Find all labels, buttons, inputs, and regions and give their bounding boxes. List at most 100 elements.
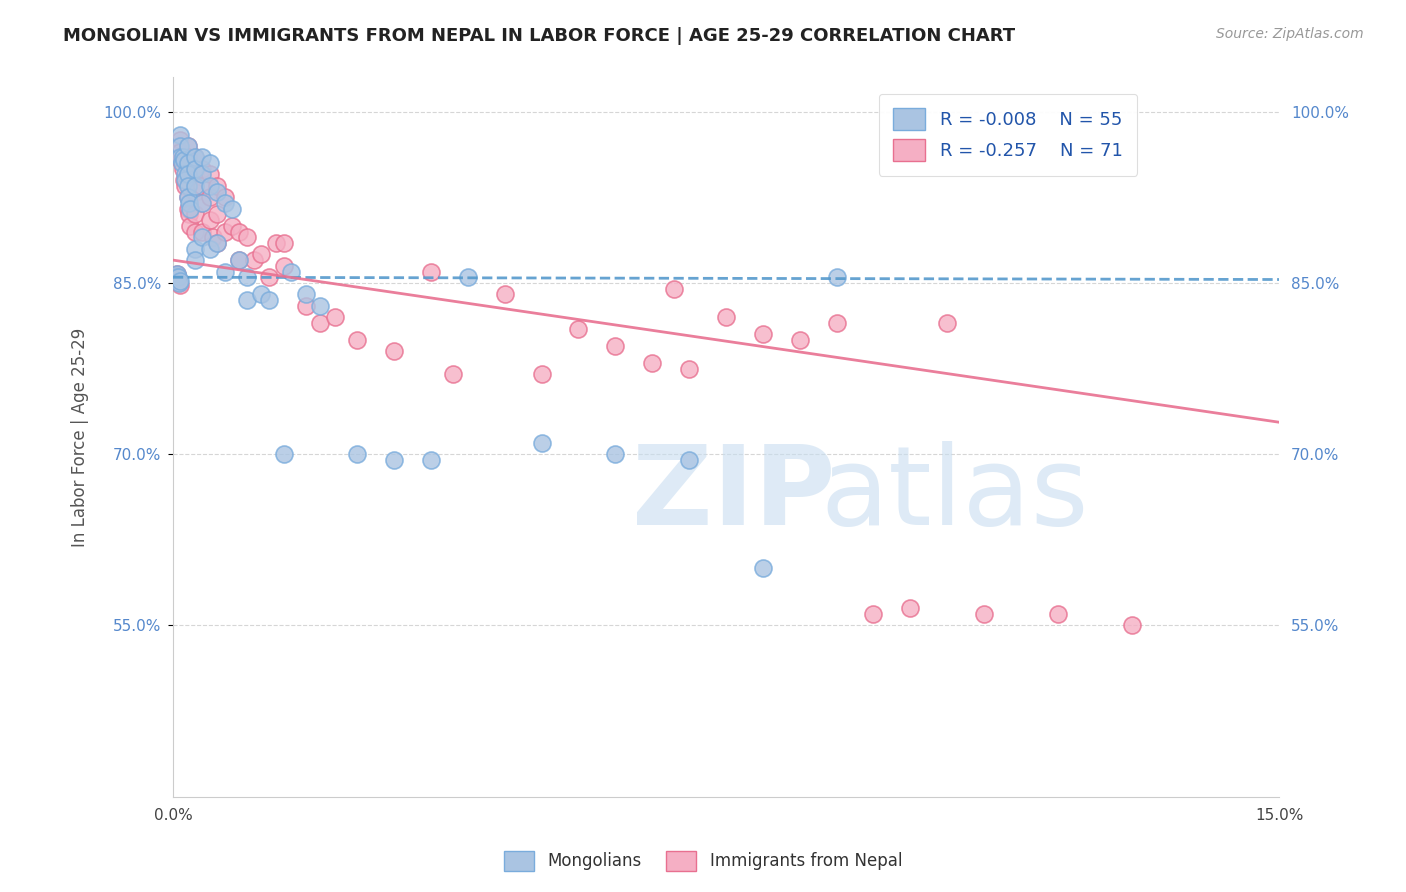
Point	[214, 264, 236, 278]
Point	[280, 264, 302, 278]
Point	[172, 150, 194, 164]
Point	[228, 253, 250, 268]
Point	[346, 333, 368, 347]
Point	[170, 156, 193, 170]
Point	[177, 202, 200, 216]
Point	[166, 267, 188, 281]
Point	[191, 161, 214, 176]
Point	[250, 247, 273, 261]
Point	[567, 321, 589, 335]
Point	[825, 316, 848, 330]
Point	[184, 150, 207, 164]
Point	[198, 242, 221, 256]
Point	[184, 168, 207, 182]
Text: Source: ZipAtlas.com: Source: ZipAtlas.com	[1216, 27, 1364, 41]
Point	[198, 156, 221, 170]
Point	[228, 253, 250, 268]
Point	[176, 150, 198, 164]
Point	[250, 287, 273, 301]
Point	[176, 178, 198, 193]
Point	[294, 299, 316, 313]
Point	[1121, 618, 1143, 632]
Point	[184, 253, 207, 268]
Point	[257, 293, 280, 307]
Point	[176, 139, 198, 153]
Point	[184, 185, 207, 199]
Point	[664, 282, 686, 296]
Point	[184, 150, 207, 164]
Point	[221, 219, 243, 233]
Point	[264, 235, 287, 250]
Point	[173, 178, 195, 193]
Point	[173, 168, 195, 182]
Point	[273, 259, 295, 273]
Point	[202, 230, 225, 244]
Point	[173, 153, 195, 167]
Point	[309, 316, 332, 330]
Point	[166, 269, 188, 284]
Point	[273, 447, 295, 461]
Point	[257, 270, 280, 285]
Point	[294, 287, 316, 301]
Point	[179, 196, 201, 211]
Point	[191, 168, 214, 182]
Point	[973, 607, 995, 621]
Point	[191, 178, 214, 193]
Point	[494, 287, 516, 301]
Point	[214, 190, 236, 204]
Legend: R = -0.008    N = 55, R = -0.257    N = 71: R = -0.008 N = 55, R = -0.257 N = 71	[879, 94, 1137, 176]
Point	[752, 327, 775, 342]
Point	[173, 173, 195, 187]
Point	[167, 270, 190, 285]
Point	[167, 276, 190, 290]
Point	[641, 356, 664, 370]
Point	[198, 168, 221, 182]
Point	[169, 145, 191, 159]
Point	[167, 276, 190, 290]
Point	[441, 368, 464, 382]
Point	[176, 190, 198, 204]
Point	[169, 139, 191, 153]
Point	[172, 161, 194, 176]
Point	[176, 168, 198, 182]
Point	[179, 219, 201, 233]
Legend: Mongolians, Immigrants from Nepal: Mongolians, Immigrants from Nepal	[495, 842, 911, 880]
Point	[235, 230, 257, 244]
Point	[205, 178, 228, 193]
Point	[605, 339, 627, 353]
Point	[176, 168, 198, 182]
Point	[714, 310, 737, 325]
Point	[170, 153, 193, 167]
Point	[382, 453, 405, 467]
Point	[205, 235, 228, 250]
Point	[605, 447, 627, 461]
Point	[166, 267, 188, 281]
Point	[273, 235, 295, 250]
Point	[346, 447, 368, 461]
Point	[678, 453, 700, 467]
Point	[214, 225, 236, 239]
Text: atlas: atlas	[820, 442, 1088, 548]
Point	[752, 561, 775, 575]
Point	[898, 601, 921, 615]
Point	[862, 607, 884, 621]
Point	[169, 133, 191, 147]
Point	[789, 333, 811, 347]
Point	[530, 368, 553, 382]
Point	[191, 150, 214, 164]
Point	[228, 225, 250, 239]
Point	[530, 435, 553, 450]
Point	[170, 156, 193, 170]
Point	[191, 196, 214, 211]
Point	[205, 235, 228, 250]
Point	[214, 196, 236, 211]
Point	[825, 270, 848, 285]
Text: ZIP: ZIP	[631, 442, 835, 548]
Point	[205, 207, 228, 221]
Point	[169, 128, 191, 142]
Point	[184, 207, 207, 221]
Point	[382, 344, 405, 359]
Point	[169, 274, 191, 288]
Text: MONGOLIAN VS IMMIGRANTS FROM NEPAL IN LABOR FORCE | AGE 25-29 CORRELATION CHART: MONGOLIAN VS IMMIGRANTS FROM NEPAL IN LA…	[63, 27, 1015, 45]
Point	[176, 156, 198, 170]
